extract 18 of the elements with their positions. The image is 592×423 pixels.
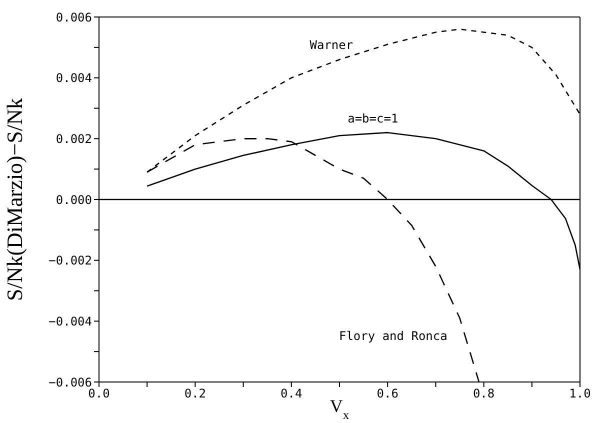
- y-tick-label: 0.000: [56, 192, 92, 207]
- y-tick-label: 0.006: [56, 10, 92, 24]
- y-axis-title: S/Nk(DiMarzio)−S/Nk: [2, 98, 27, 302]
- x-tick-label: 0.2: [184, 386, 206, 401]
- x-tick-label: 1.0: [569, 386, 591, 401]
- y-tick-label: −0.002: [48, 254, 92, 268]
- x-tick-label: 0.6: [376, 386, 398, 401]
- y-tick-label: 0.004: [56, 71, 92, 86]
- y-tick-label: 0.002: [56, 132, 92, 146]
- series-label: Flory and Ronca: [338, 329, 448, 343]
- y-tick-label: −0.004: [48, 314, 92, 328]
- x-tick-label: 0.8: [472, 386, 495, 401]
- series-label: Warner: [310, 38, 354, 52]
- series-label: a=b=c=1: [348, 112, 398, 126]
- x-tick-label: 0.0: [88, 386, 110, 401]
- x-tick-label: 0.4: [280, 386, 302, 401]
- y-tick-label: −0.006: [48, 375, 92, 390]
- x-axis-title: V$_{x}$: [330, 396, 350, 422]
